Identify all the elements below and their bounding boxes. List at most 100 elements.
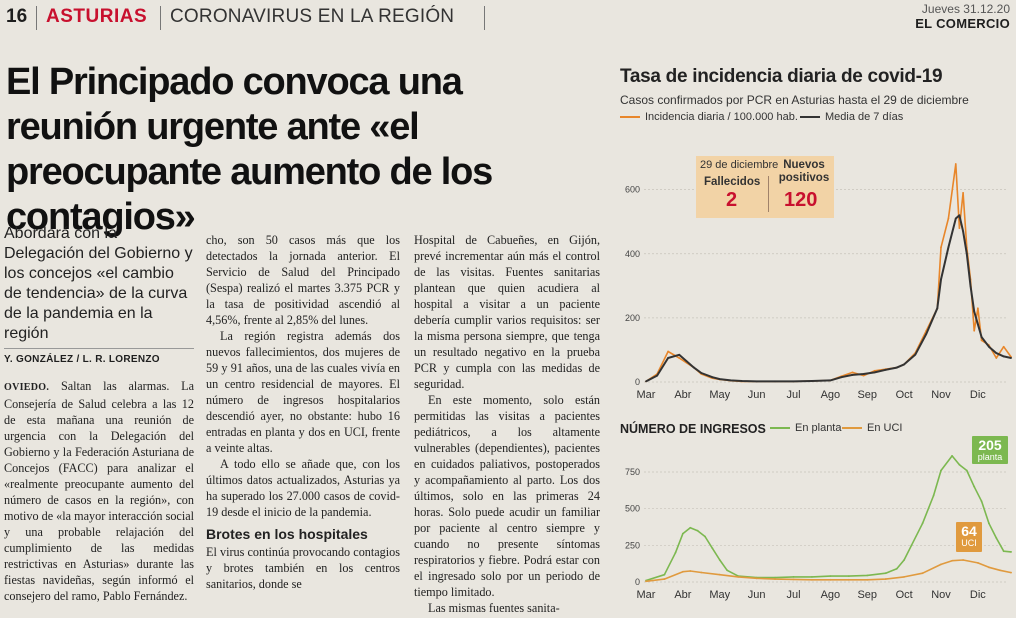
page-header: 16 ASTURIAS CORONAVIRUS EN LA REGIÓN Jue… <box>0 0 1016 36</box>
data-point <box>755 577 758 580</box>
x-tick-label: Abr <box>674 389 691 401</box>
chart-panel: Tasa de incidencia diaria de covid-19 Ca… <box>610 60 1016 618</box>
legend-label: En planta <box>795 422 842 434</box>
data-point <box>973 310 976 313</box>
data-point <box>976 307 979 310</box>
legend-swatch <box>620 116 640 119</box>
x-tick-label: Mar <box>637 389 656 401</box>
data-point <box>667 357 670 359</box>
data-point <box>903 363 906 366</box>
article-paragraph: En este momento, solo están permitidas l… <box>414 393 600 599</box>
data-point <box>954 217 957 220</box>
data-point <box>947 246 950 249</box>
data-point <box>689 526 692 529</box>
data-point <box>884 368 887 371</box>
y-tick-label: 200 <box>625 313 640 323</box>
article-paragraph: La región registra además dos nuevos fal… <box>206 329 400 455</box>
data-point <box>851 374 854 376</box>
data-point <box>921 522 924 525</box>
data-point <box>792 578 795 581</box>
data-point <box>726 569 729 572</box>
data-point <box>862 373 865 375</box>
data-point <box>740 380 743 382</box>
page-number: 16 <box>6 6 28 27</box>
infobox: 29 de diciembre Fallecidos 2 Nuevos posi… <box>696 156 834 218</box>
infobox-date: 29 de diciembre <box>700 159 779 171</box>
x-tick-label: May <box>709 589 730 601</box>
legend-item-uci: En UCI <box>842 422 902 434</box>
x-tick-label: Nov <box>931 389 951 401</box>
data-point <box>940 246 942 249</box>
data-point <box>988 345 990 348</box>
data-point <box>774 578 776 580</box>
data-point <box>1002 345 1005 348</box>
x-tick-label: May <box>709 389 730 401</box>
x-tick-label: Mar <box>637 589 656 601</box>
article-column-2: cho, son 50 casos más que los detectados… <box>206 232 400 592</box>
data-point <box>693 366 695 369</box>
end-label-badge <box>972 436 1008 464</box>
chart-title: NÚMERO DE INGRESOS <box>620 422 766 436</box>
article-paragraph: A todo ello se añade que, con los último… <box>206 457 400 519</box>
data-point <box>958 463 961 466</box>
data-point <box>995 537 998 539</box>
data-point <box>811 578 813 581</box>
data-point <box>914 353 917 356</box>
data-point <box>973 485 976 488</box>
y-tick-label: 750 <box>625 467 640 477</box>
data-point <box>718 378 721 381</box>
data-point <box>663 573 666 576</box>
data-point <box>951 454 953 457</box>
data-point <box>884 572 887 575</box>
data-point <box>792 380 795 383</box>
data-point <box>866 574 869 577</box>
data-point <box>903 575 906 578</box>
data-point <box>696 529 699 532</box>
y-tick-label: 0 <box>635 377 640 387</box>
end-label-value: 64 <box>961 523 977 539</box>
data-point <box>704 535 706 538</box>
article-deck: Abordará con la Delegación del Gobierno … <box>4 225 193 342</box>
data-point <box>958 227 961 230</box>
article-paragraph: El virus continúa provocando contagios y… <box>206 545 400 591</box>
x-tick-label: Jul <box>786 389 800 401</box>
data-point <box>792 575 795 578</box>
data-point <box>947 217 950 220</box>
incidence-chart: 0 200 400 600 Mar Abr May Jun Jul Ago Sep Oct Nov Dic <box>625 163 1012 401</box>
article-column-1: OVIEDO. Saltan las alarmas. La Consejerí… <box>4 378 194 604</box>
data-point <box>829 379 832 382</box>
end-label-text: UCI <box>961 538 977 548</box>
data-point <box>910 544 913 547</box>
data-point <box>980 336 983 339</box>
end-label-text: planta <box>978 452 1003 462</box>
data-point <box>678 353 681 356</box>
data-point <box>681 532 684 535</box>
x-tick-label: Jun <box>748 389 766 401</box>
data-point <box>980 500 983 503</box>
article-paragraph: cho, son 50 casos más que los detectados… <box>206 233 400 327</box>
data-point <box>1010 357 1012 359</box>
legend-swatch <box>770 427 790 430</box>
infobox-deaths-label: Fallecidos <box>704 176 761 188</box>
header-divider <box>36 6 37 30</box>
header-divider <box>160 6 161 30</box>
data-point <box>689 570 692 572</box>
article-headline: El Principado convoca una reunión urgent… <box>6 61 493 238</box>
data-point <box>700 372 703 374</box>
data-point <box>729 379 732 382</box>
series-line-0 <box>645 455 1012 582</box>
data-point <box>1002 355 1005 358</box>
legend-item-incidencia: Incidencia diaria / 100.000 hab. <box>620 111 798 123</box>
data-point <box>954 163 957 165</box>
chart-title: Tasa de incidencia diaria de covid-19 <box>620 66 943 87</box>
data-point <box>995 352 998 355</box>
data-point <box>737 575 740 578</box>
legend-label: Incidencia diaria / 100.000 hab. <box>645 111 798 123</box>
data-point <box>681 570 684 573</box>
publication-name: EL COMERCIO <box>915 16 1010 31</box>
data-point <box>656 374 658 377</box>
x-tick-label: Dic <box>970 389 986 401</box>
data-point <box>645 580 647 583</box>
data-point <box>921 572 924 575</box>
x-tick-label: Oct <box>896 389 913 401</box>
